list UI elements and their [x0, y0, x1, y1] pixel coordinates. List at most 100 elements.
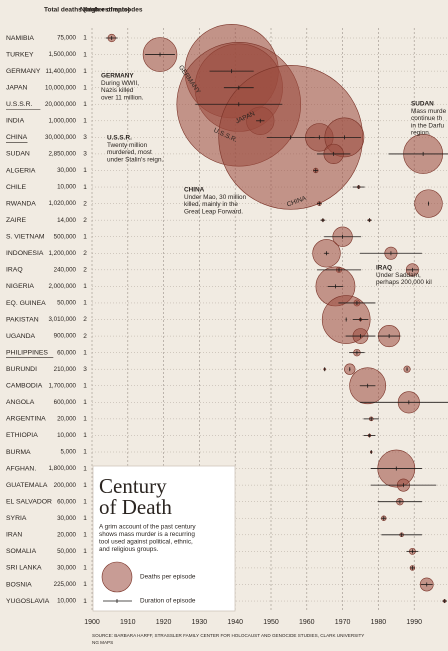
legend-label: Deaths per episode — [140, 574, 196, 581]
country-label: JAPAN — [6, 84, 27, 91]
annotation: GERMANY — [101, 73, 134, 80]
source-note: SOURCE: BARBARA HARFF, STRASSLER FAMILY … — [92, 633, 364, 638]
country-label: UGANDA — [6, 333, 36, 340]
legend-description: and religious groups. — [99, 546, 159, 553]
total-deaths: 11,400,000 — [45, 68, 76, 75]
country-label: BOSNIA — [6, 581, 32, 588]
episode-count: 1 — [83, 498, 87, 505]
episode-count: 1 — [83, 382, 87, 389]
episode-count: 2 — [83, 333, 87, 340]
episode-count: 1 — [83, 432, 87, 439]
country-label: ARGENTINA — [6, 416, 46, 423]
episode-count: 1 — [83, 233, 87, 240]
total-deaths: 30,000 — [57, 515, 76, 522]
source-note: NG MAPS — [92, 640, 113, 645]
episode-count: 1 — [83, 167, 87, 174]
episode-count: 1 — [83, 68, 87, 75]
episode-count: 1 — [83, 515, 87, 522]
episode-count: 1 — [83, 598, 87, 605]
country-label: AFGHAN. — [6, 465, 36, 472]
country-label: GERMANY — [6, 68, 41, 75]
total-deaths: 1,500,000 — [48, 51, 76, 58]
country-label: ALGERIA — [6, 167, 36, 174]
country-label: EL SALVADOR — [6, 498, 52, 505]
annotation: killed, mainly in the — [184, 201, 238, 208]
x-tick-label: 1980 — [371, 619, 387, 626]
episode-count: 1 — [83, 283, 87, 290]
episode-count: 1 — [83, 349, 87, 356]
x-tick-label: 1920 — [156, 619, 172, 626]
episode-count: 1 — [83, 465, 87, 472]
total-deaths: 75,000 — [57, 35, 76, 42]
country-label: YUGOSLAVIA — [6, 598, 50, 605]
annotation: region. — [411, 129, 431, 136]
total-deaths: 3,010,000 — [48, 316, 76, 323]
country-label: SOMALIA — [6, 548, 37, 555]
country-label: RWANDA — [6, 200, 36, 207]
x-tick-label: 1910 — [120, 619, 136, 626]
legend-description: A grim account of the past century — [99, 524, 196, 531]
total-deaths: 10,000 — [57, 432, 76, 439]
annotation: perhaps 200,000 kil — [376, 279, 432, 286]
country-label: TURKEY — [6, 51, 34, 58]
episode-count: 2 — [83, 250, 87, 257]
x-tick-label: 1940 — [227, 619, 243, 626]
total-deaths: 60,000 — [57, 498, 76, 505]
total-deaths: 2,850,000 — [48, 151, 76, 158]
episode-count: 1 — [83, 118, 87, 125]
annotation: SUDAN — [411, 101, 434, 108]
annotation: Under Saddam, — [376, 272, 421, 279]
country-label: CAMBODIA — [6, 383, 43, 390]
legend-description: tool used against political, ethnic, — [99, 538, 193, 545]
episode-count: 1 — [83, 482, 87, 489]
total-deaths: 600,000 — [54, 399, 77, 406]
country-label: PAKISTAN — [6, 316, 39, 323]
episode-count: 1 — [83, 35, 87, 42]
episode-count: 1 — [83, 548, 87, 555]
episode-count: 1 — [83, 51, 87, 58]
country-label: IRAQ — [6, 267, 23, 274]
country-label: INDIA — [6, 118, 25, 125]
country-label: ETHIOPIA — [6, 432, 38, 439]
annotation: Nazis killed — [101, 87, 134, 94]
country-label: U.S.S.R. — [6, 101, 33, 108]
total-deaths: 10,000,000 — [45, 84, 77, 91]
legend-description: shows mass murder is a recurring — [99, 531, 195, 538]
column-header: Total deaths (high estimate) — [44, 7, 130, 14]
total-deaths: 30,000 — [57, 565, 76, 572]
total-deaths: 1,200,000 — [48, 250, 76, 257]
total-deaths: 2,000,000 — [48, 283, 76, 290]
total-deaths: 30,000,000 — [45, 134, 77, 141]
country-label: ZAIRE — [6, 217, 26, 224]
country-label: BURMA — [6, 449, 31, 456]
annotation: U.S.S.R. — [107, 135, 132, 142]
country-label: BURUNDI — [6, 366, 37, 373]
episode-count: 1 — [83, 416, 87, 423]
episode-count: 1 — [83, 565, 87, 572]
annotation: murdered, most — [107, 149, 152, 156]
column-header: Number of episodes — [80, 7, 143, 14]
episode-count: 1 — [83, 399, 87, 406]
country-label: INDONESIA — [6, 250, 44, 257]
country-label: ANGOLA — [6, 399, 35, 406]
country-label: PHILIPPINES — [6, 349, 48, 356]
total-deaths: 30,000 — [57, 167, 76, 174]
total-deaths: 50,000 — [57, 300, 76, 307]
x-tick-label: 1950 — [263, 619, 279, 626]
total-deaths: 10,000 — [57, 598, 76, 605]
annotation: During WWII, — [101, 80, 139, 87]
annotation: Great Leap Forward. — [184, 208, 243, 215]
legend-circle — [101, 561, 133, 593]
total-deaths: 60,000 — [57, 349, 76, 356]
total-deaths: 10,000 — [57, 184, 76, 191]
country-label: SYRIA — [6, 515, 27, 522]
episode-count: 1 — [83, 300, 87, 307]
episode-count: 1 — [83, 84, 87, 91]
total-deaths: 240,000 — [54, 266, 77, 273]
total-deaths: 20,000 — [57, 531, 76, 538]
country-label: CHINA — [6, 134, 28, 141]
total-deaths: 1,800,000 — [48, 465, 76, 472]
x-tick-label: 1970 — [335, 619, 351, 626]
total-deaths: 5,000 — [61, 449, 77, 456]
